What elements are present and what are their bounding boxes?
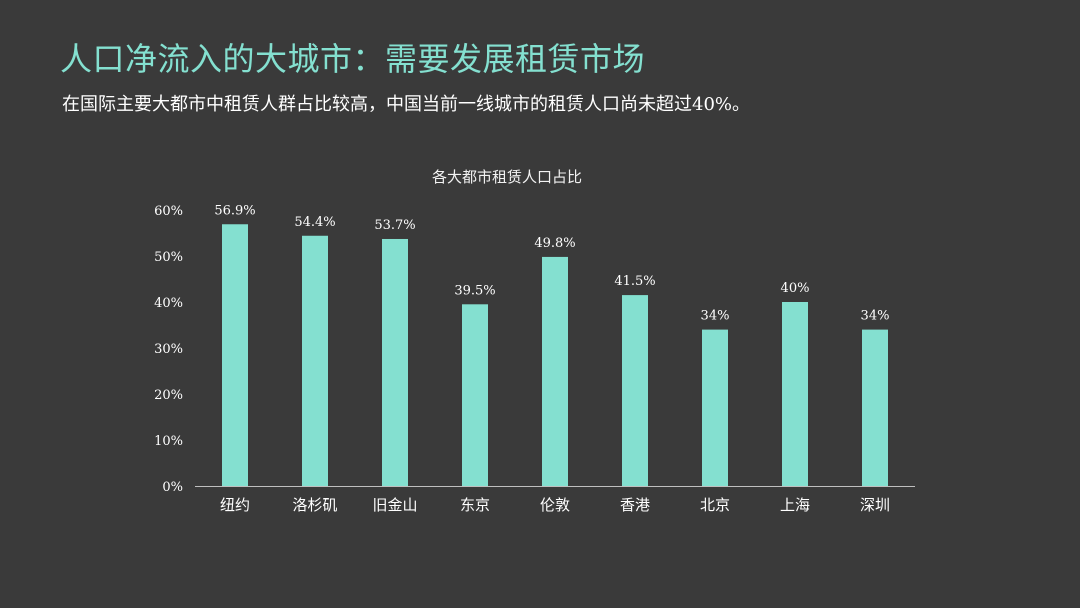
y-tick-label: 30% <box>154 342 183 357</box>
data-label: 49.8% <box>534 236 575 251</box>
slide-title: 人口净流入的大城市：需要发展租赁市场 <box>60 40 646 78</box>
data-label: 56.9% <box>214 203 255 218</box>
data-label: 54.4% <box>294 215 335 230</box>
y-tick-label: 40% <box>154 296 183 311</box>
data-label: 40% <box>781 281 810 296</box>
bar <box>462 304 488 486</box>
data-label: 53.7% <box>374 218 415 233</box>
x-tick-label: 上海 <box>780 496 810 514</box>
data-label: 34% <box>701 309 730 324</box>
y-tick-label: 20% <box>154 388 183 403</box>
y-tick-label: 50% <box>154 250 183 265</box>
x-tick-label: 北京 <box>700 496 730 514</box>
chart-title: 各大都市租赁人口占比 <box>432 168 582 186</box>
bar <box>862 329 888 486</box>
x-tick-label: 洛杉矶 <box>292 496 337 514</box>
data-label: 41.5% <box>614 274 655 289</box>
bar <box>382 238 408 486</box>
y-tick-label: 60% <box>154 204 183 219</box>
bar <box>222 224 248 486</box>
x-tick-label: 香港 <box>620 496 650 514</box>
bar <box>542 256 568 486</box>
x-tick-label: 深圳 <box>860 496 890 514</box>
x-axis: 纽约 洛杉矶 旧金山 东京 伦敦 香港 北京 上海 深圳 <box>195 486 915 514</box>
y-axis: 0% 10% 20% 30% 40% 50% 60% <box>154 204 183 495</box>
x-tick-label: 旧金山 <box>372 496 417 514</box>
x-tick-label: 伦敦 <box>540 496 570 514</box>
bars: 56.9% 54.4% 53.7% 39.5% 49.8% 41.5% 34% 40% 34% <box>214 203 889 486</box>
bar <box>782 302 808 486</box>
bar <box>302 235 328 486</box>
bar <box>702 329 728 486</box>
x-tick-label: 东京 <box>460 496 490 514</box>
y-tick-label: 10% <box>154 434 183 449</box>
slide-subtitle: 在国际主要大都市中租赁人群占比较高，中国当前一线城市的租赁人口尚未超过40%。 <box>62 94 751 115</box>
data-label: 39.5% <box>454 283 495 298</box>
bar <box>622 295 648 486</box>
y-tick-label: 0% <box>162 480 183 495</box>
data-label: 34% <box>861 309 890 324</box>
x-tick-label: 纽约 <box>220 496 250 514</box>
